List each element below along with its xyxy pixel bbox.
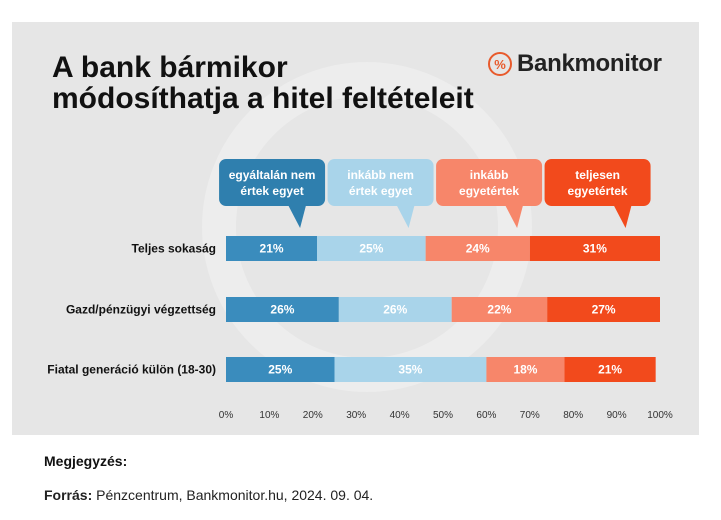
data-label-1-2: 22%: [487, 303, 511, 317]
legend-bubble-1: [327, 159, 434, 206]
title-line-1: A bank bármikor: [52, 51, 288, 84]
data-label-2-2: 18%: [513, 363, 537, 377]
source-text: Pénzcentrum, Bankmonitor.hu, 2024. 09. 0…: [96, 487, 374, 503]
chart-title: A bank bármikor módosíthatja a hitel fel…: [52, 52, 474, 114]
bar-segment-0-1: [317, 236, 426, 261]
bar-segment-1-3: [547, 297, 660, 322]
bar-segment-2-0: [226, 357, 335, 382]
category-label-2: Fiatal generáció külön (18-30): [47, 363, 216, 377]
legend-label-1-0: inkább nem: [347, 168, 414, 182]
brand-name: Bankmonitor: [517, 50, 662, 77]
title-line-2: módosíthatja a hitel feltételeit: [52, 82, 474, 115]
source-label: Forrás:: [44, 487, 93, 503]
legend-label-3-0: teljesen: [575, 168, 620, 182]
data-label-1-0: 26%: [270, 303, 294, 317]
x-tick-label-6: 60%: [476, 410, 496, 421]
legend-bubble-2: [436, 159, 543, 206]
bar-segment-2-2: [486, 357, 565, 382]
bar-segment-1-0: [226, 297, 339, 322]
data-label-1-3: 27%: [592, 303, 616, 317]
bar-segment-0-2: [425, 236, 530, 261]
source-line: Forrás: Pénzcentrum, Bankmonitor.hu, 202…: [44, 487, 373, 503]
data-label-2-0: 25%: [268, 363, 292, 377]
legend-label-2-1: egyetértek: [459, 184, 519, 198]
category-label-1: Gazd/pénzügyi végzettség: [66, 303, 216, 317]
x-tick-label-7: 70%: [520, 410, 540, 421]
legend-label-1-1: értek egyet: [349, 184, 412, 198]
category-label-0: Teljes sokaság: [132, 242, 217, 256]
data-label-2-3: 21%: [598, 363, 622, 377]
data-label-0-2: 24%: [466, 242, 490, 256]
x-tick-label-9: 90%: [607, 410, 627, 421]
x-tick-label-0: 0%: [219, 410, 234, 421]
data-label-0-1: 25%: [359, 242, 383, 256]
x-tick-label-2: 20%: [303, 410, 323, 421]
bar-segment-0-0: [226, 236, 318, 261]
legend-label-3-1: egyetértek: [568, 184, 628, 198]
legend-label-0-0: egyáltalán nem: [229, 168, 316, 182]
bar-segment-0-3: [529, 236, 660, 261]
legend-label-0-1: értek egyet: [240, 184, 303, 198]
data-label-2-1: 35%: [398, 363, 422, 377]
bar-segment-1-1: [338, 297, 452, 322]
legend-bubble-0: [219, 159, 326, 206]
x-tick-label-1: 10%: [259, 410, 279, 421]
data-label-0-3: 31%: [583, 242, 607, 256]
legend-label-2-0: inkább: [470, 168, 509, 182]
x-tick-label-4: 40%: [390, 410, 410, 421]
legend-bubble-3: [544, 159, 651, 206]
note-label: Megjegyzés:: [44, 453, 128, 469]
legend-bubble-pointer-2: [505, 205, 524, 228]
data-label-1-1: 26%: [383, 303, 407, 317]
stacked-bar-chart: egyáltalán nem értek egyet inkább nem értek…: [47, 159, 673, 421]
data-label-0-0: 21%: [260, 242, 284, 256]
bar-segment-1-2: [451, 297, 548, 322]
percent-icon: %: [488, 52, 512, 76]
brand-logo-group: % Bankmonitor: [488, 50, 662, 78]
x-tick-label-5: 50%: [433, 410, 453, 421]
bar-segment-2-3: [564, 357, 656, 382]
x-tick-label-8: 80%: [563, 410, 583, 421]
legend-bubble-pointer-0: [288, 205, 307, 228]
bar-segment-2-1: [334, 357, 487, 382]
legend-bubble-pointer-1: [396, 205, 415, 228]
x-tick-label-10: 100%: [647, 410, 673, 421]
x-tick-label-3: 30%: [346, 410, 366, 421]
legend-bubble-pointer-3: [613, 205, 632, 228]
